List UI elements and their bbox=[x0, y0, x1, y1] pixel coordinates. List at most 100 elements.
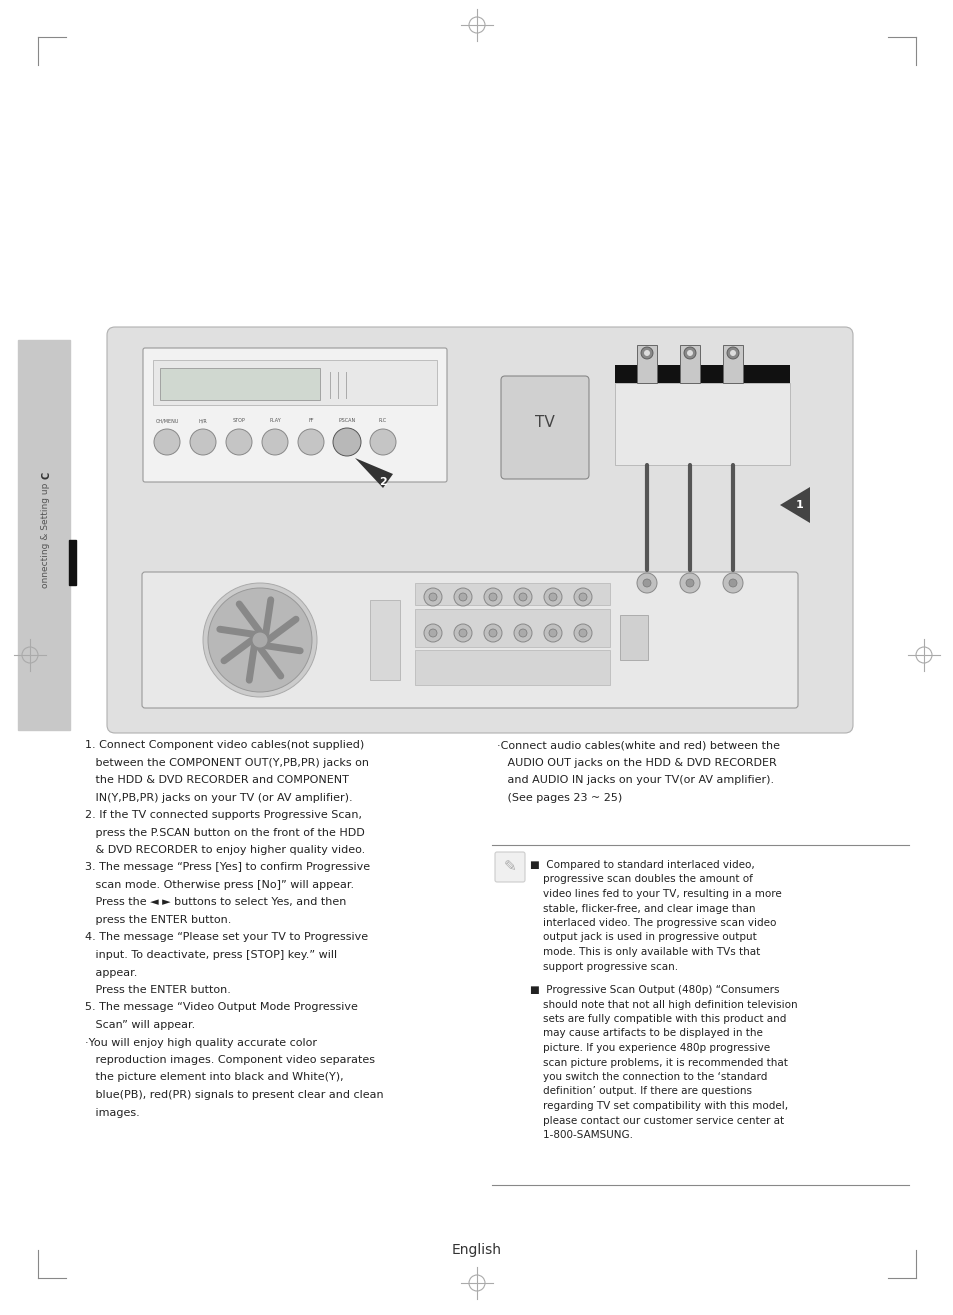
Circle shape bbox=[543, 625, 561, 642]
Text: AUDIO OUT jacks on the HDD & DVD RECORDER: AUDIO OUT jacks on the HDD & DVD RECORDE… bbox=[497, 757, 776, 768]
Text: STOP: STOP bbox=[233, 418, 245, 423]
Bar bbox=[415, 609, 609, 647]
Bar bbox=[615, 366, 789, 383]
Text: output jack is used in progressive output: output jack is used in progressive outpu… bbox=[530, 932, 756, 943]
Circle shape bbox=[514, 625, 532, 642]
Circle shape bbox=[333, 427, 360, 456]
Text: images.: images. bbox=[85, 1107, 139, 1118]
Text: support progressive scan.: support progressive scan. bbox=[530, 961, 678, 972]
Circle shape bbox=[429, 629, 436, 636]
Circle shape bbox=[548, 593, 557, 601]
Text: 2: 2 bbox=[378, 477, 387, 487]
Circle shape bbox=[729, 350, 735, 356]
Text: ✎: ✎ bbox=[503, 860, 516, 874]
FancyBboxPatch shape bbox=[143, 348, 447, 483]
Bar bbox=[152, 360, 436, 405]
Text: Press the ENTER button.: Press the ENTER button. bbox=[85, 985, 231, 995]
Bar bbox=[619, 615, 647, 660]
Bar bbox=[615, 383, 789, 466]
Circle shape bbox=[429, 593, 436, 601]
Text: video lines fed to your TV, resulting in a more: video lines fed to your TV, resulting in… bbox=[530, 889, 781, 899]
Text: onnecting & Setting up: onnecting & Setting up bbox=[42, 483, 51, 588]
Circle shape bbox=[685, 579, 693, 586]
FancyBboxPatch shape bbox=[142, 572, 797, 707]
Text: 1: 1 bbox=[796, 500, 803, 510]
Circle shape bbox=[578, 593, 586, 601]
Circle shape bbox=[640, 347, 652, 359]
Circle shape bbox=[153, 429, 180, 455]
Text: (See pages 23 ~ 25): (See pages 23 ~ 25) bbox=[497, 793, 621, 802]
Circle shape bbox=[637, 573, 657, 593]
Circle shape bbox=[722, 573, 742, 593]
Circle shape bbox=[370, 429, 395, 455]
Bar bbox=[415, 583, 609, 605]
Circle shape bbox=[458, 593, 467, 601]
Text: appear.: appear. bbox=[85, 968, 137, 977]
Circle shape bbox=[489, 593, 497, 601]
Text: ·Connect audio cables(white and red) between the: ·Connect audio cables(white and red) bet… bbox=[497, 740, 780, 750]
Circle shape bbox=[190, 429, 215, 455]
Text: please contact our customer service center at: please contact our customer service cent… bbox=[530, 1115, 783, 1126]
Circle shape bbox=[423, 625, 441, 642]
Circle shape bbox=[578, 629, 586, 636]
Text: you switch the connection to the ‘standard: you switch the connection to the ‘standa… bbox=[530, 1072, 766, 1082]
Polygon shape bbox=[355, 458, 393, 488]
Text: CH/MENU: CH/MENU bbox=[155, 418, 178, 423]
Text: may cause artifacts to be displayed in the: may cause artifacts to be displayed in t… bbox=[530, 1028, 762, 1039]
Text: 5. The message “Video Output Mode Progressive: 5. The message “Video Output Mode Progre… bbox=[85, 1002, 357, 1013]
Text: press the ENTER button.: press the ENTER button. bbox=[85, 915, 232, 924]
Text: the HDD & DVD RECORDER and COMPONENT: the HDD & DVD RECORDER and COMPONENT bbox=[85, 775, 349, 785]
Text: Press the ◄ ► buttons to select Yes, and then: Press the ◄ ► buttons to select Yes, and… bbox=[85, 898, 346, 907]
Text: regarding TV set compatibility with this model,: regarding TV set compatibility with this… bbox=[530, 1101, 787, 1111]
Text: reproduction images. Component video separates: reproduction images. Component video sep… bbox=[85, 1055, 375, 1065]
Text: TV: TV bbox=[535, 416, 555, 430]
Text: 3. The message “Press [Yes] to confirm Progressive: 3. The message “Press [Yes] to confirm P… bbox=[85, 863, 370, 872]
Text: R.C: R.C bbox=[378, 418, 387, 423]
Circle shape bbox=[548, 629, 557, 636]
Text: blue(PB), red(PR) signals to present clear and clean: blue(PB), red(PR) signals to present cle… bbox=[85, 1090, 383, 1101]
Text: PLAY: PLAY bbox=[269, 418, 280, 423]
Text: interlaced video. The progressive scan video: interlaced video. The progressive scan v… bbox=[530, 918, 776, 928]
Circle shape bbox=[642, 579, 650, 586]
Circle shape bbox=[686, 350, 692, 356]
Text: mode. This is only available with TVs that: mode. This is only available with TVs th… bbox=[530, 947, 760, 957]
Circle shape bbox=[252, 633, 268, 648]
Circle shape bbox=[518, 629, 526, 636]
Text: scan picture problems, it is recommended that: scan picture problems, it is recommended… bbox=[530, 1057, 787, 1068]
Text: C: C bbox=[41, 471, 51, 479]
Circle shape bbox=[203, 583, 316, 697]
Text: ·You will enjoy high quality accurate color: ·You will enjoy high quality accurate co… bbox=[85, 1038, 316, 1048]
Text: 1-800-SAMSUNG.: 1-800-SAMSUNG. bbox=[530, 1130, 633, 1140]
Circle shape bbox=[454, 625, 472, 642]
Text: ■  Compared to standard interlaced video,: ■ Compared to standard interlaced video, bbox=[530, 860, 754, 871]
FancyBboxPatch shape bbox=[107, 327, 852, 732]
Circle shape bbox=[543, 588, 561, 606]
Circle shape bbox=[454, 588, 472, 606]
Circle shape bbox=[726, 347, 739, 359]
Text: should note that not all high definition television: should note that not all high definition… bbox=[530, 999, 797, 1010]
Text: English: English bbox=[452, 1243, 501, 1257]
Text: IN(Y,PB,PR) jacks on your TV (or AV amplifier).: IN(Y,PB,PR) jacks on your TV (or AV ampl… bbox=[85, 793, 353, 802]
Text: P.SCAN: P.SCAN bbox=[338, 418, 355, 423]
Bar bbox=[160, 368, 319, 400]
Circle shape bbox=[226, 429, 252, 455]
Text: 1. Connect Component video cables(not supplied): 1. Connect Component video cables(not su… bbox=[85, 740, 364, 750]
Circle shape bbox=[679, 573, 700, 593]
Bar bbox=[637, 345, 657, 383]
Bar bbox=[370, 600, 399, 680]
Circle shape bbox=[458, 629, 467, 636]
Circle shape bbox=[574, 588, 592, 606]
Text: 4. The message “Please set your TV to Progressive: 4. The message “Please set your TV to Pr… bbox=[85, 932, 368, 943]
Bar bbox=[69, 540, 76, 585]
Circle shape bbox=[423, 588, 441, 606]
Circle shape bbox=[728, 579, 737, 586]
Bar bbox=[679, 345, 700, 383]
Text: press the P.SCAN button on the front of the HDD: press the P.SCAN button on the front of … bbox=[85, 827, 364, 838]
Text: FF: FF bbox=[308, 418, 314, 423]
FancyBboxPatch shape bbox=[495, 852, 524, 882]
Circle shape bbox=[518, 593, 526, 601]
Bar bbox=[722, 345, 742, 383]
Text: progressive scan doubles the amount of: progressive scan doubles the amount of bbox=[530, 874, 752, 885]
Circle shape bbox=[489, 629, 497, 636]
Circle shape bbox=[643, 350, 649, 356]
